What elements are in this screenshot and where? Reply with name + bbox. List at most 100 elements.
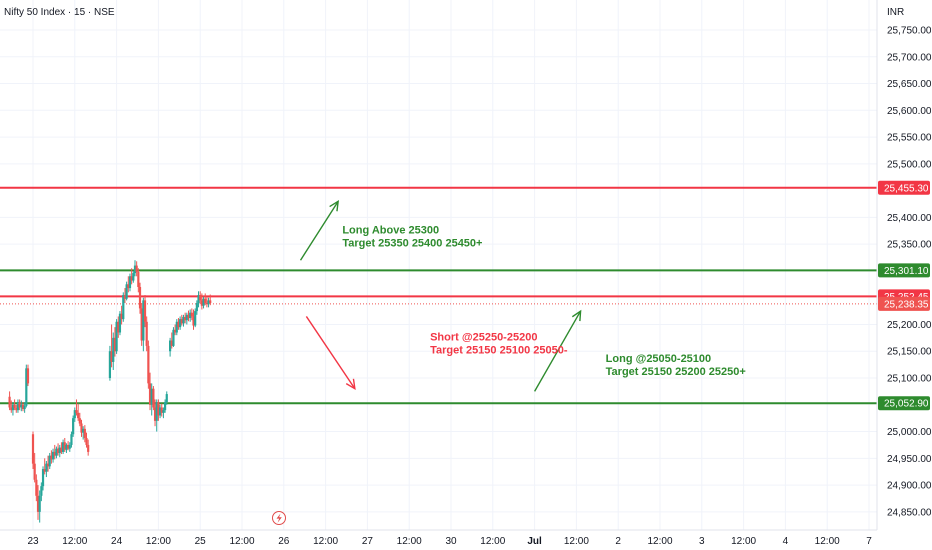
x-tick-label: 25 (195, 536, 207, 547)
price-tag (878, 180, 930, 195)
candle (68, 442, 71, 452)
candle-body (133, 265, 137, 274)
candle-body (132, 273, 135, 281)
candle-body (85, 437, 88, 445)
x-tick-label: 12:00 (564, 536, 589, 547)
candle (51, 448, 55, 463)
candle (33, 452, 36, 483)
x-tick-label: Jul (527, 536, 542, 547)
candle (177, 318, 180, 330)
lightning-icon[interactable] (272, 511, 286, 525)
candle (13, 399, 16, 411)
candle (145, 316, 148, 352)
candle-body (60, 447, 63, 452)
trade-note[interactable]: Short @25250-25200 Target 25150 25100 250… (430, 332, 568, 357)
text-annotations[interactable]: Long Above 25300 Target 25350 25400 25450… (342, 224, 746, 377)
candle (50, 450, 53, 464)
candle-body (192, 316, 195, 326)
candle (155, 399, 158, 432)
y-tick-label: 24,900.00 (887, 481, 932, 492)
candle (23, 402, 26, 413)
candle (200, 293, 203, 310)
candle-body (200, 300, 203, 306)
price-tag-label: 25,052.90 (884, 399, 929, 410)
candle (56, 443, 60, 456)
candle-body (65, 444, 68, 450)
candle (112, 332, 115, 370)
trade-note-line: Target 25150 25100 25050- (430, 345, 568, 357)
candle (153, 399, 157, 427)
y-tick-label: 25,550.00 (887, 133, 932, 144)
candle-body (120, 313, 123, 320)
candle-body (143, 300, 147, 322)
candle-body (25, 368, 28, 406)
candle-body (202, 298, 205, 306)
candle-body (61, 442, 65, 452)
last-price-tag (878, 296, 930, 311)
candle (85, 432, 88, 448)
candle-body (48, 455, 51, 467)
horizontal-levels[interactable] (0, 186, 877, 405)
arrow[interactable] (533, 309, 582, 392)
trade-note-line: Short @25250-25200 (430, 332, 537, 344)
candle (148, 372, 152, 411)
candle (158, 404, 162, 419)
y-tick-label: 25,350.00 (887, 240, 932, 251)
arrow[interactable] (299, 199, 340, 261)
candle-body (23, 405, 26, 410)
candle (199, 291, 202, 305)
candle-body (8, 396, 11, 408)
candle-body (67, 444, 70, 449)
candle-body (190, 312, 193, 317)
x-tick-label: 12:00 (146, 536, 171, 547)
candle (189, 309, 192, 322)
candle (194, 308, 197, 328)
candle-body (50, 455, 53, 460)
candle-body (75, 410, 78, 413)
candle-body (185, 314, 188, 321)
candle-body (187, 314, 190, 319)
candle (160, 403, 163, 417)
candle (169, 337, 172, 357)
candle (38, 490, 41, 523)
candle-body (135, 265, 138, 273)
candle (174, 324, 177, 336)
arrow[interactable] (305, 316, 356, 391)
candle-body (46, 463, 50, 467)
candle-body (169, 340, 172, 352)
candle (157, 399, 160, 421)
candle-body (162, 410, 165, 413)
candle (70, 431, 73, 448)
candle-body (112, 337, 115, 362)
candle-body (35, 479, 38, 496)
symbol-title[interactable]: Nifty 50 Index · 15 · NSE (4, 7, 115, 18)
candle (205, 296, 208, 308)
candle-body (53, 451, 56, 456)
candle-body (209, 300, 212, 304)
candle (63, 437, 66, 452)
candle-body (125, 284, 128, 299)
candle (65, 443, 68, 453)
x-tick-label: 12:00 (229, 536, 254, 547)
trade-note[interactable]: Long @25050-25100 Target 25150 25200 2525… (606, 353, 746, 378)
trade-note[interactable]: Long Above 25300 Target 25350 25400 25450… (342, 224, 482, 249)
x-tick-label: 4 (783, 536, 789, 547)
y-tick-label: 24,850.00 (887, 507, 932, 518)
candle-body (153, 407, 157, 421)
drawing-arrows[interactable] (299, 199, 582, 392)
x-tick-label: 12:00 (480, 536, 505, 547)
candle (67, 441, 70, 451)
trade-note-line: Long Above 25300 (342, 224, 439, 236)
candle (21, 402, 25, 412)
candle-body (58, 447, 61, 453)
x-tick-label: 3 (699, 536, 705, 547)
candle-body (77, 412, 80, 419)
candle-body (157, 402, 160, 416)
candle-body (78, 418, 81, 424)
candle-body (130, 276, 133, 281)
candle (25, 364, 28, 408)
candle (80, 419, 83, 437)
candle-body (174, 329, 177, 333)
